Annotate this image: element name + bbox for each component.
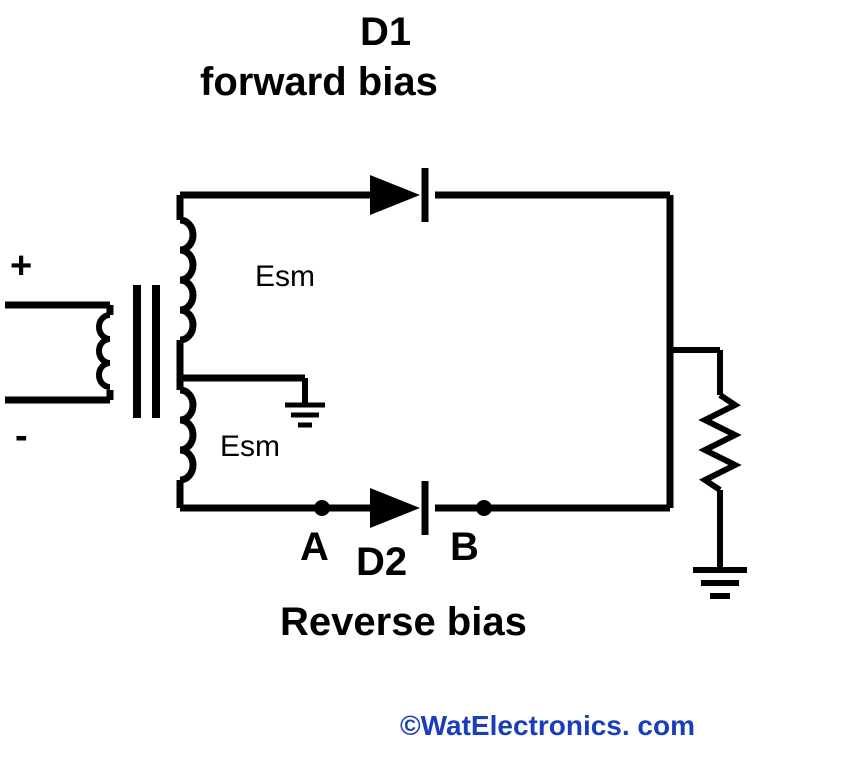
sec-coil-t4 (180, 310, 193, 340)
label-reverse-bias: Reverse bias (280, 600, 527, 645)
label-a: A (300, 525, 329, 570)
label-esm-bottom: Esm (220, 430, 280, 464)
sec-coil-b2 (180, 420, 193, 450)
sec-coil-t1 (180, 220, 193, 250)
primary-coil-1 (99, 315, 110, 339)
sec-coil-t3 (180, 280, 193, 310)
sec-coil-b1 (180, 390, 193, 420)
primary-coil-3 (99, 363, 110, 387)
primary-coil-2 (99, 339, 110, 363)
label-b: B (450, 525, 479, 570)
node-a-dot (314, 500, 330, 516)
circuit-diagram (0, 0, 844, 769)
diode-d1-triangle (370, 175, 420, 215)
resistor-symbol (705, 395, 735, 490)
sec-coil-b3 (180, 450, 193, 480)
label-d2: D2 (356, 540, 407, 585)
label-minus: - (15, 415, 28, 458)
sec-coil-t2 (180, 250, 193, 280)
diode-d2-triangle (370, 488, 420, 528)
watermark-text: ©WatElectronics. com (400, 710, 695, 742)
label-forward-bias: forward bias (200, 60, 438, 105)
label-d1: D1 (360, 10, 411, 55)
node-b-dot (476, 500, 492, 516)
label-plus: + (10, 245, 32, 288)
label-esm-top: Esm (255, 260, 315, 294)
